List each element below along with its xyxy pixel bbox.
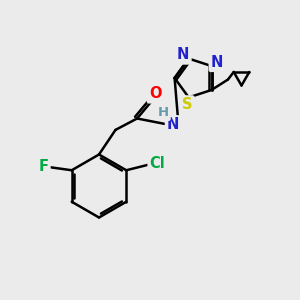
Text: H: H (158, 106, 169, 119)
Text: Cl: Cl (150, 156, 165, 171)
Text: N: N (177, 47, 190, 62)
Text: N: N (167, 117, 179, 132)
Text: N: N (211, 55, 223, 70)
Text: O: O (149, 86, 161, 101)
Text: S: S (182, 98, 192, 112)
Text: F: F (38, 159, 49, 174)
